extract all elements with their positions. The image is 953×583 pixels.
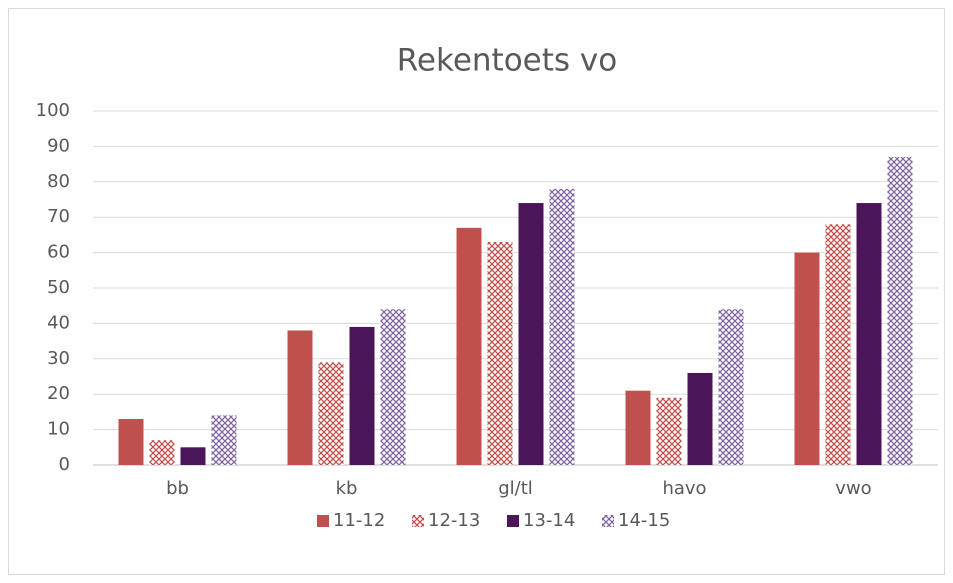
bar [549,188,575,465]
x-tick-label: gl/tl [498,478,533,499]
bar [718,309,744,465]
bar [180,447,206,465]
bar [118,418,144,465]
y-tick-label: 30 [47,348,70,369]
legend-swatch [507,515,519,527]
bar [518,203,544,466]
legend-swatch [602,515,614,527]
bar [487,241,513,465]
chart-title: Rekentoets vo [397,43,617,79]
y-tick-label: 40 [47,312,70,333]
legend-label: 14-15 [618,510,670,531]
x-tick-label: vwo [835,478,871,499]
legend-label: 13-14 [523,510,575,531]
y-tick-label: 90 [47,135,70,156]
bar [318,362,344,465]
x-tick-label: bb [166,478,189,499]
bar [794,252,820,465]
bar [211,415,237,465]
legend-swatch [317,515,329,527]
bar [149,440,175,465]
bar [825,224,851,465]
bar [656,397,682,465]
bar [287,330,313,465]
legend-label: 12-13 [428,510,480,531]
legend-swatch [412,515,424,527]
x-tick-label: kb [336,478,358,499]
bar [349,326,375,465]
bar [625,390,651,465]
y-tick-label: 10 [47,419,70,440]
bar [687,372,713,465]
y-tick-label: 70 [47,206,70,227]
y-tick-label: 80 [47,171,70,192]
y-tick-label: 100 [36,100,70,121]
y-tick-label: 20 [47,383,70,404]
bar [456,227,482,465]
bar [887,157,913,465]
bar [856,203,882,466]
bar [380,309,406,465]
legend-label: 11-12 [333,510,385,531]
y-tick-label: 60 [47,242,70,263]
y-tick-label: 0 [59,454,70,475]
y-tick-label: 50 [47,277,70,298]
x-tick-label: havo [662,478,706,499]
